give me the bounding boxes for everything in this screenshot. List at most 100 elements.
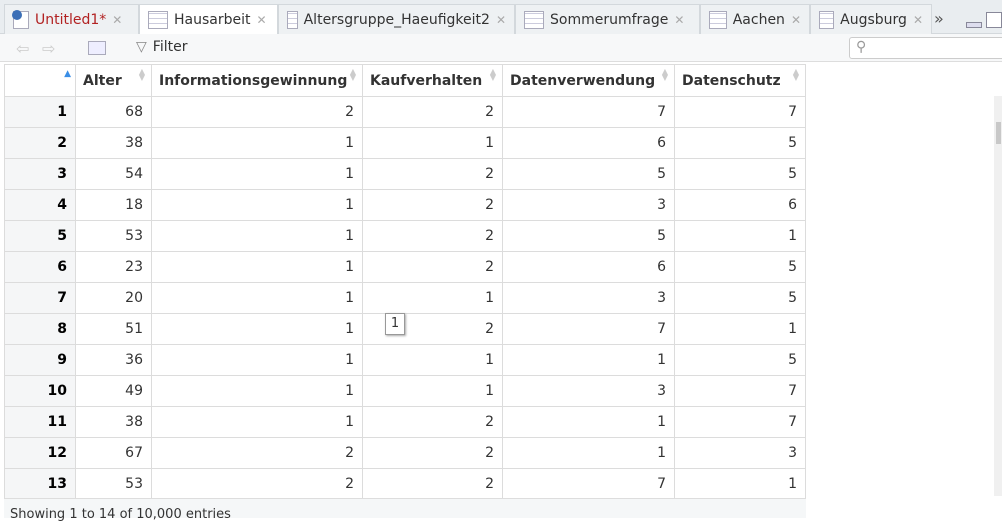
table-cell[interactable]: 1 xyxy=(362,127,503,159)
table-cell[interactable]: 53 xyxy=(75,220,152,252)
table-cell[interactable]: 1 xyxy=(502,406,675,438)
table-cell[interactable]: 7 xyxy=(674,375,806,407)
table-cell[interactable]: 1 xyxy=(151,313,363,345)
table-cell[interactable]: 2 xyxy=(362,437,503,469)
table-cell[interactable]: 1 xyxy=(151,406,363,438)
table-cell[interactable]: 1 xyxy=(502,437,675,469)
table-cell[interactable]: 1 xyxy=(674,313,806,345)
table-cell[interactable]: 7 xyxy=(674,96,806,128)
table-cell[interactable]: 7 xyxy=(502,313,675,345)
row-number[interactable]: 9 xyxy=(4,344,76,376)
column-header-kaufverhalten[interactable]: Kaufverhalten ▲ ▼ xyxy=(362,64,503,97)
table-cell[interactable]: 18 xyxy=(75,189,152,221)
table-cell[interactable]: 2 xyxy=(362,96,503,128)
table-cell[interactable]: 2 xyxy=(362,220,503,252)
table-cell[interactable]: 5 xyxy=(674,158,806,190)
table-cell[interactable]: 5 xyxy=(674,251,806,283)
column-header-datenschutz[interactable]: Datenschutz ▲ ▼ xyxy=(674,64,806,97)
maximize-button[interactable] xyxy=(986,12,1002,28)
forward-icon[interactable]: ⇨ xyxy=(42,39,56,58)
table-cell[interactable]: 36 xyxy=(75,344,152,376)
close-icon[interactable]: ✕ xyxy=(912,12,923,27)
table-cell[interactable]: 2 xyxy=(151,437,363,469)
table-cell[interactable]: 6 xyxy=(674,189,806,221)
close-icon[interactable]: ✕ xyxy=(495,12,506,27)
table-cell[interactable]: 2 xyxy=(151,468,363,500)
row-number[interactable]: 7 xyxy=(4,282,76,314)
table-cell[interactable]: 3 xyxy=(674,437,806,469)
table-cell[interactable]: 2 xyxy=(362,313,503,345)
tab-sommerumfrage[interactable]: Sommerumfrage ✕ xyxy=(515,4,700,34)
table-cell[interactable]: 7 xyxy=(674,406,806,438)
sort-icon[interactable]: ▲ ▼ xyxy=(792,67,799,82)
table-cell[interactable]: 3 xyxy=(502,375,675,407)
filter-button[interactable]: ▽ Filter xyxy=(136,39,188,55)
row-number[interactable]: 12 xyxy=(4,437,76,469)
back-icon[interactable]: ⇦ xyxy=(16,39,30,58)
minimize-button[interactable] xyxy=(966,22,982,28)
tab-hausarbeit[interactable]: Hausarbeit ✕ xyxy=(139,4,278,35)
table-cell[interactable]: 54 xyxy=(75,158,152,190)
column-header-informationsgewinnung[interactable]: Informationsgewinnung ▲ ▼ xyxy=(151,64,363,97)
table-cell[interactable]: 5 xyxy=(502,158,675,190)
table-cell[interactable]: 5 xyxy=(674,344,806,376)
tab-augsburg[interactable]: Augsburg ✕ xyxy=(810,4,932,34)
table-cell[interactable]: 5 xyxy=(674,127,806,159)
table-cell[interactable]: 3 xyxy=(502,282,675,314)
row-number[interactable]: 4 xyxy=(4,189,76,221)
table-cell[interactable]: 7 xyxy=(502,96,675,128)
scrollbar-thumb[interactable] xyxy=(996,122,1001,144)
table-cell[interactable]: 67 xyxy=(75,437,152,469)
column-header-alter[interactable]: Alter ▲ ▼ xyxy=(75,64,152,97)
table-cell[interactable]: 1 xyxy=(674,468,806,500)
table-cell[interactable]: 1 xyxy=(674,220,806,252)
table-cell[interactable]: 2 xyxy=(362,189,503,221)
table-cell[interactable]: 1 xyxy=(151,344,363,376)
row-number[interactable]: 5 xyxy=(4,220,76,252)
table-cell[interactable]: 1 xyxy=(151,127,363,159)
table-cell[interactable]: 2 xyxy=(362,158,503,190)
sort-icon[interactable]: ▲ ▼ xyxy=(661,67,668,82)
tab-untitled1-[interactable]: Untitled1* ✕ xyxy=(4,4,139,34)
row-number[interactable]: 6 xyxy=(4,251,76,283)
table-cell[interactable]: 1 xyxy=(151,251,363,283)
close-icon[interactable]: ✕ xyxy=(790,12,801,27)
table-cell[interactable]: 23 xyxy=(75,251,152,283)
row-number[interactable]: 10 xyxy=(4,375,76,407)
tab-overflow-button[interactable]: » xyxy=(934,9,944,28)
popout-icon[interactable] xyxy=(88,41,106,55)
table-cell[interactable]: 1 xyxy=(151,282,363,314)
table-cell[interactable]: 2 xyxy=(362,468,503,500)
table-cell[interactable]: 7 xyxy=(502,468,675,500)
sort-icon[interactable]: ▲ ▼ xyxy=(349,67,356,82)
table-cell[interactable]: 1 xyxy=(362,375,503,407)
table-cell[interactable]: 20 xyxy=(75,282,152,314)
row-number[interactable]: 3 xyxy=(4,158,76,190)
table-cell[interactable]: 1 xyxy=(151,189,363,221)
table-cell[interactable]: 1 xyxy=(151,375,363,407)
row-number[interactable]: 11 xyxy=(4,406,76,438)
table-cell[interactable]: 68 xyxy=(75,96,152,128)
table-cell[interactable]: 49 xyxy=(75,375,152,407)
table-cell[interactable]: 38 xyxy=(75,406,152,438)
sort-icon[interactable]: ▲ ▼ xyxy=(489,67,496,82)
sort-icon[interactable]: ▲ xyxy=(64,69,71,79)
column-header-row-number[interactable]: ▲ xyxy=(4,64,76,97)
search-input[interactable]: ⚲ xyxy=(849,37,1002,59)
row-number[interactable]: 8 xyxy=(4,313,76,345)
row-number[interactable]: 13 xyxy=(4,468,76,500)
close-icon[interactable]: ✕ xyxy=(674,12,685,27)
table-cell[interactable]: 1 xyxy=(362,282,503,314)
table-cell[interactable]: 5 xyxy=(502,220,675,252)
table-cell[interactable]: 6 xyxy=(502,251,675,283)
table-cell[interactable]: 51 xyxy=(75,313,152,345)
tab-altersgruppe-haeufigkeit2[interactable]: Altersgruppe_Haeufigkeit2 ✕ xyxy=(278,4,515,34)
table-cell[interactable]: 38 xyxy=(75,127,152,159)
sort-icon[interactable]: ▲ ▼ xyxy=(138,67,145,82)
table-cell[interactable]: 53 xyxy=(75,468,152,500)
table-cell[interactable]: 1 xyxy=(151,220,363,252)
table-cell[interactable]: 1 xyxy=(151,158,363,190)
table-cell[interactable]: 3 xyxy=(502,189,675,221)
table-cell[interactable]: 5 xyxy=(674,282,806,314)
row-number[interactable]: 1 xyxy=(4,96,76,128)
